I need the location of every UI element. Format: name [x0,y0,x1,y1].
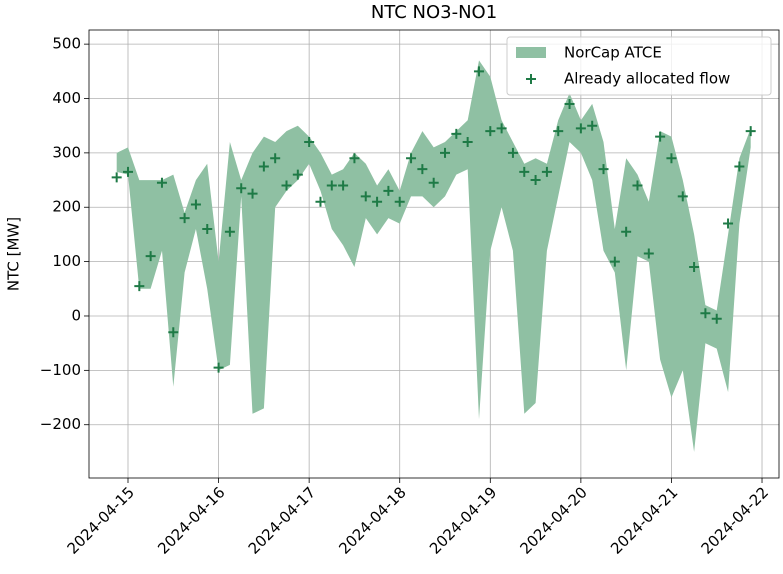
scatter-point [338,180,349,191]
scatter-point [213,362,224,373]
x-tick-label: 2024-04-22 [698,483,772,557]
y-tick-label: −200 [40,415,81,433]
band-area [116,60,751,452]
x-tick-label: 2024-04-17 [245,483,319,557]
scatter-point [451,128,462,139]
scatter-point [519,166,530,177]
scatter-point [655,131,666,142]
scatter-point [190,199,201,210]
x-tick-label: 2024-04-19 [426,483,500,557]
legend-label: NorCap ATCE [564,44,662,62]
axes-frame [88,29,780,479]
scatter-point [383,185,394,196]
scatter-point [360,191,371,202]
y-axis-label: NTC [MW] [5,217,23,291]
scatter-point [372,196,383,207]
x-tick-label: 2024-04-16 [154,483,228,557]
scatter-point [202,223,213,234]
scatter-point [553,126,564,137]
legend: NorCap ATCE Already allocated flow [506,36,772,96]
scatter-point [304,137,315,147]
legend-box [506,36,772,96]
scatter-point [349,153,360,164]
scatter-point [168,327,179,338]
y-tick-label: −100 [40,361,81,379]
scatter-point [394,196,405,207]
scatter-point [689,262,700,273]
legend-marker [526,74,536,84]
scatter-point [609,256,620,267]
scatter-point [485,126,496,137]
x-tick-label: 2024-04-15 [64,483,138,557]
scatter-point [236,183,247,194]
y-tick-label: 300 [52,143,81,161]
scatter-point [292,169,303,180]
scatter-point [315,196,326,207]
scatter-point [700,308,711,319]
scatter-point [666,153,677,164]
scatter-point [258,161,269,172]
y-tick-label: 100 [52,252,81,270]
scatter-point [598,164,609,175]
scatter-point [507,147,518,158]
y-tick-label: 500 [52,35,81,53]
scatter-point [677,191,688,202]
scatter-point [156,177,167,188]
scatter-point [530,175,541,186]
scatter-point [587,120,598,131]
scatter-point [723,218,734,229]
scatter-point [270,153,281,164]
scatter-point [564,98,575,109]
y-tick-label: 400 [52,89,81,107]
scatter-point [417,164,428,175]
scatter-point [122,166,133,177]
scatter-point [145,251,156,262]
scatter-point [179,213,190,224]
scatter-point [632,180,643,191]
y-tick-label: 200 [52,198,81,216]
scatter-point [440,147,451,158]
scatter-point [541,166,552,177]
scatter-point [428,177,439,188]
scatter-point [111,172,122,183]
scatter-point [134,281,145,292]
scatter-point [247,188,258,199]
scatter-point [281,180,292,191]
scatter-point [326,180,337,191]
y-tick-label: 0 [71,306,81,324]
scatter-point [406,153,417,164]
legend-label: Already allocated flow [564,70,730,88]
scatter-point [745,126,756,137]
scatter-point [621,226,632,237]
x-tick-label: 2024-04-21 [607,483,681,557]
legend-swatch [516,47,546,58]
scatter-point [473,66,484,77]
scatter-point [643,248,654,259]
scatter-point [496,123,507,134]
scatter-point [734,161,745,172]
scatter-point [224,226,235,237]
scatter-point [575,123,586,134]
plot-area [111,60,756,452]
chart-title: NTC NO3-NO1 [371,2,497,23]
x-tick-label: 2024-04-18 [335,483,409,557]
x-tick-label: 2024-04-20 [517,483,591,557]
scatter-point [711,313,722,324]
scatter-point [462,137,473,147]
